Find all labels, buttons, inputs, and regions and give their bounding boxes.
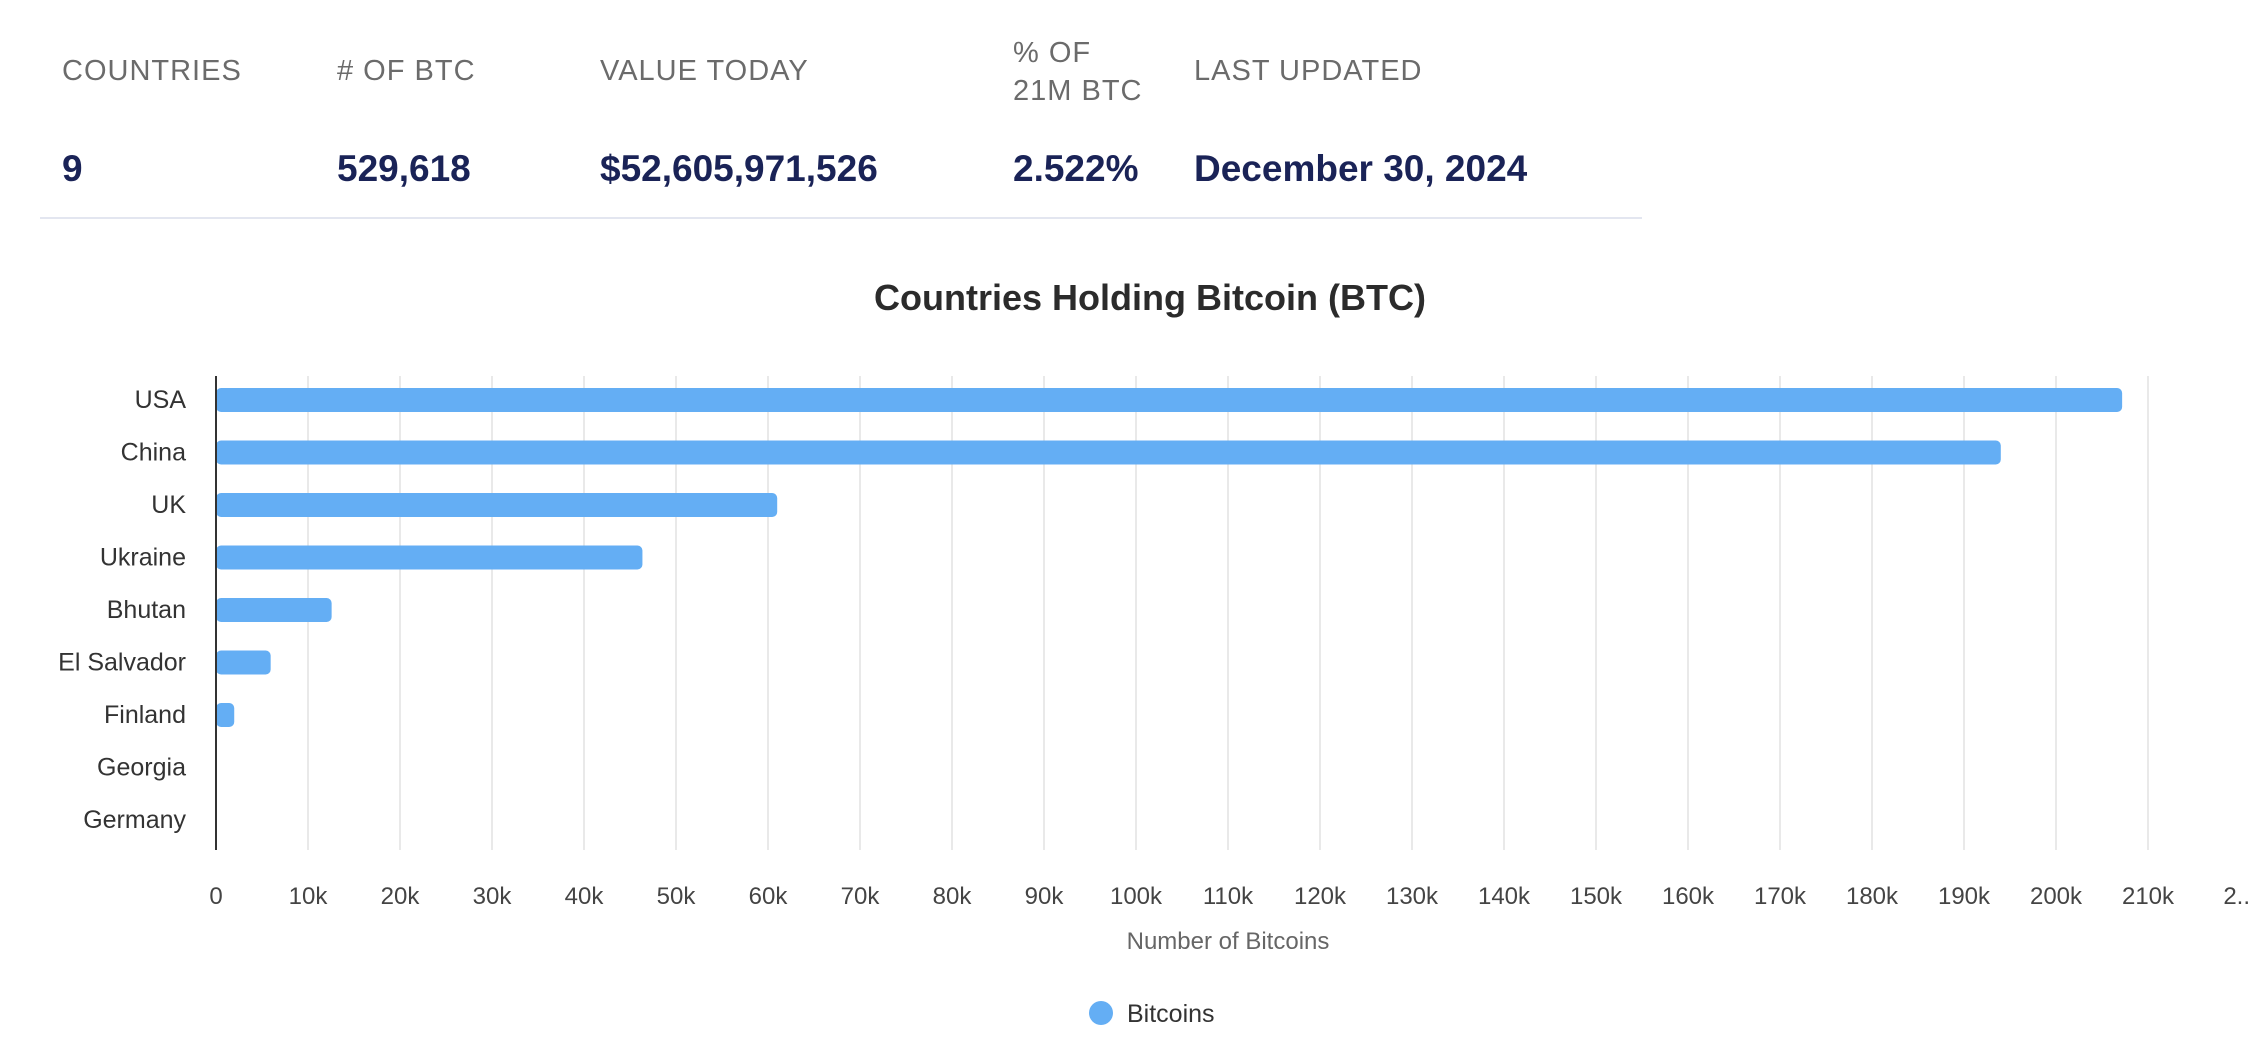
category-label: UK: [151, 491, 186, 519]
x-tick-label: 180k: [1846, 883, 1899, 910]
chart-container: Countries Holding Bitcoin (BTC) USA China…: [0, 260, 2248, 1036]
category-label: Finland: [104, 701, 186, 729]
category-label: Germany: [83, 806, 186, 834]
stat-btc-value: 529,618: [337, 148, 471, 189]
legend[interactable]: Bitcoins: [1089, 1000, 1215, 1028]
x-tick-label: 30k: [473, 883, 513, 910]
category-label: USA: [135, 386, 187, 414]
category-label: Ukraine: [100, 544, 186, 572]
x-tick-label: 20k: [381, 883, 421, 910]
stat-btc-label: # OF BTC: [337, 55, 476, 87]
bar-uk[interactable]: [216, 493, 778, 517]
bar-usa[interactable]: [216, 388, 2123, 412]
x-tick-label: 2...: [2223, 883, 2248, 910]
x-tick-labels: 0 10k 20k 30k 40k 50k 60k 70k 80k 90k 100k 110k 120k…: [209, 883, 2248, 910]
bar-china[interactable]: [216, 440, 2001, 465]
stat-last-updated-value: December 30, 2024: [1194, 148, 1528, 189]
x-tick-label: 10k: [289, 883, 329, 910]
stat-value-today-label: VALUE TODAY: [600, 55, 809, 87]
x-tick-label: 100k: [1110, 883, 1163, 910]
x-tick-label: 0: [209, 883, 222, 910]
x-tick-label: 160k: [1662, 883, 1715, 910]
chart-title: Countries Holding Bitcoin (BTC): [874, 277, 1426, 318]
x-tick-label: 60k: [749, 883, 789, 910]
stat-countries-label: COUNTRIES: [62, 55, 242, 87]
x-tick-label: 50k: [657, 883, 697, 910]
stat-countries-value: 9: [62, 148, 83, 189]
legend-label: Bitcoins: [1127, 1000, 1215, 1028]
category-label: El Salvador: [58, 649, 186, 677]
x-tick-label: 140k: [1478, 883, 1531, 910]
x-tick-label: 40k: [565, 883, 605, 910]
x-tick-label: 110k: [1203, 883, 1254, 910]
category-label: China: [121, 439, 186, 467]
bitcoin-bar-chart: Countries Holding Bitcoin (BTC) USA China…: [58, 277, 2248, 1028]
x-tick-label: 190k: [1938, 883, 1991, 910]
x-tick-label: 150k: [1570, 883, 1623, 910]
category-labels: USA China UK Ukraine Bhutan El Salvador Finlan…: [58, 386, 186, 834]
bar-ukraine[interactable]: [216, 545, 643, 570]
summary-stats: COUNTRIES 9 # OF BTC 529,618 VALUE TODAY…: [40, 0, 1642, 219]
x-tick-label: 90k: [1025, 883, 1065, 910]
x-tick-label: 120k: [1294, 883, 1347, 910]
bar-finland[interactable]: [216, 703, 235, 727]
bar-bhutan[interactable]: [216, 598, 332, 622]
stat-percent-value: 2.522%: [1013, 148, 1139, 189]
x-tick-label: 70k: [841, 883, 881, 910]
x-tick-label: 130k: [1386, 883, 1439, 910]
x-tick-label: 200k: [2030, 883, 2083, 910]
x-tick-label: 170k: [1754, 883, 1807, 910]
category-label: Georgia: [97, 754, 186, 782]
stat-value-today-value: $52,605,971,526: [600, 148, 878, 189]
legend-swatch: [1089, 1001, 1113, 1025]
x-tick-label: 210k: [2122, 883, 2175, 910]
bars: [216, 388, 2123, 780]
x-tick-label: 80k: [933, 883, 973, 910]
category-label: Bhutan: [107, 596, 186, 624]
stat-percent-label: % OF 21M BTC: [1013, 37, 1143, 107]
bar-el-salvador[interactable]: [216, 650, 271, 675]
x-axis-label: Number of Bitcoins: [1127, 928, 1330, 955]
stat-last-updated-label: LAST UPDATED: [1194, 55, 1423, 87]
